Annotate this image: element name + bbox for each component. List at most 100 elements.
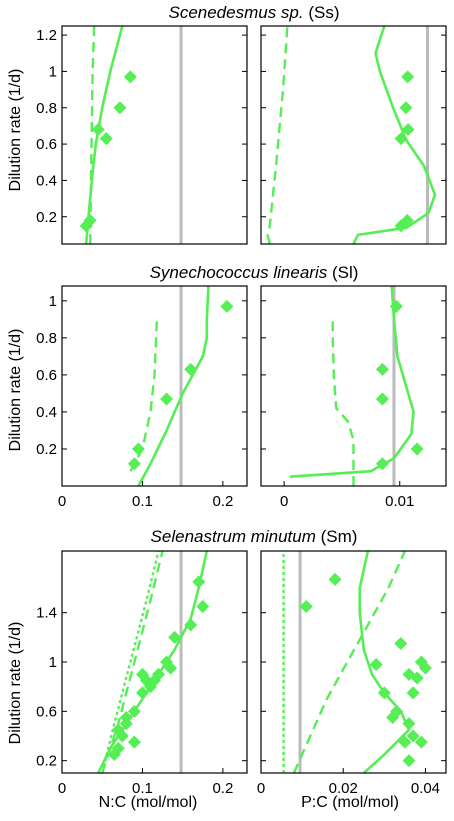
panel-2-nc-frame — [61, 285, 248, 487]
panel-1-nc-dashed-line — [89, 25, 96, 245]
panel-3-nc-dashed-line — [101, 550, 164, 774]
panel-3-nc-point-9 — [135, 686, 149, 700]
chart-title-code-1: (Ss) — [304, 3, 340, 22]
panel-3-pc-point-2 — [328, 572, 342, 586]
panel-2-nc-ytick-label-1: 0.2 — [36, 441, 57, 458]
y-axis-label-bottom: Dilution rate (1/d) — [7, 622, 24, 745]
panel-3-pc-point-17 — [418, 661, 432, 675]
panel-1-nc-ytick-label-1: 0.2 — [36, 209, 57, 226]
panel-3-pc-point-12 — [406, 729, 420, 743]
panel-1-pc-point-3 — [394, 132, 408, 146]
panel-3-nc-point-2 — [111, 741, 125, 755]
panel-3-nc-xtick-label-2: 0.1 — [132, 780, 153, 797]
panel-3-pc-solid-line — [358, 550, 411, 774]
panel-2-pc-point-4 — [389, 299, 403, 313]
y-axis-label-middle-group: Dilution rate (1/d) — [7, 329, 24, 452]
panel-3-nc-ytick-label-1: 0.2 — [36, 753, 57, 770]
panel-1-pc-frame — [260, 25, 447, 245]
panel-3-nc-xtick-label-3: 0.2 — [212, 780, 233, 797]
panel-3-pc-point-3 — [369, 657, 383, 671]
panel-3-nc-point-16 — [164, 661, 178, 675]
panel-2-nc-ytick-label-5: 1 — [49, 293, 57, 310]
panel-2-pc-xtick-label-1: 0 — [280, 493, 288, 510]
panel-3-nc: 0.2 0.6 1 1.4 0 0.1 0.2 — [36, 550, 248, 797]
x-axis-label-left: N:C (mol/mol) — [99, 794, 198, 811]
panel-3-pc-point-14 — [410, 671, 424, 685]
panel-3-nc-ytick-label-3: 1 — [49, 654, 57, 671]
panel-1-nc-ytick-label-4: 0.8 — [36, 100, 57, 117]
panel-1-pc-dashed-line — [266, 25, 289, 245]
panel-1-nc-frame — [61, 25, 248, 245]
panel-1-nc-ytick-label-5: 1 — [49, 63, 57, 80]
panel-3-pc-point-4 — [377, 686, 391, 700]
panel-2-pc-point-5 — [410, 442, 424, 456]
panel-3-pc-point-6 — [390, 704, 404, 718]
panel-1-nc-point-6 — [123, 70, 137, 84]
panel-1-pc-point-4 — [401, 123, 415, 137]
panel-2-nc-point-1 — [127, 457, 141, 471]
panel-1-pc-solid-line — [352, 25, 437, 245]
panel-2-pc-solid-line — [289, 285, 415, 478]
panel-3-pc-point-7 — [394, 637, 408, 650]
panel-2-nc-point-2 — [131, 442, 145, 456]
panel-3-pc-xtick-label-3: 0.04 — [411, 780, 440, 797]
panel-1-nc-ytick-label-2: 0.4 — [36, 172, 57, 189]
panel-2-nc-xtick-label-3: 0.2 — [212, 493, 233, 510]
panel-2-pc: 0 0.01 — [260, 285, 447, 510]
panel-3-nc-point-18 — [184, 618, 198, 632]
chart-title-2: Synechococcus linearis (Sl) — [150, 263, 359, 282]
panel-2-pc-frame — [260, 285, 447, 487]
y-axis-label-top: Dilution rate (1/d) — [7, 69, 24, 192]
chart-title-code-2: (Sl) — [327, 263, 358, 282]
panel-2-nc-point-5 — [220, 299, 234, 313]
panel-1-pc-point-2 — [400, 213, 414, 227]
panel-3-pc-dashed-line — [292, 550, 406, 774]
chart-title-code-3: (Sm) — [316, 527, 358, 546]
panel-3-nc-point-4 — [111, 723, 125, 737]
panel-2-nc: 0.2 0.4 0.6 0.8 1 0 0.1 0.2 — [36, 285, 248, 510]
y-axis-label-bottom-group: Dilution rate (1/d) — [7, 622, 24, 745]
panel-2-nc-xtick-label-2: 0.1 — [132, 493, 153, 510]
panel-2-nc-point-3 — [160, 392, 174, 406]
panel-3-nc-ytick-label-2: 0.6 — [36, 703, 57, 720]
panel-2-nc-point-4 — [184, 362, 198, 376]
panel-3-nc-point-7 — [127, 735, 141, 749]
panel-1-nc: 0.2 0.4 0.6 0.8 1 1.2 — [36, 25, 248, 245]
panel-3-pc-point-10 — [402, 754, 416, 768]
x-axis-label-right: P:C (mol/mol) — [301, 794, 399, 811]
panel-1-nc-ytick-label-3: 0.6 — [36, 136, 57, 153]
panel-3-pc-point-13 — [406, 686, 420, 700]
chart-title-species-2: Synechococcus linearis — [150, 263, 328, 282]
panel-2-nc-ytick-label-3: 0.6 — [36, 367, 57, 384]
panel-3-nc-dotted-line — [101, 550, 160, 774]
panel-3-pc-point-1 — [299, 600, 313, 613]
panel-3-pc-point-8 — [398, 735, 412, 749]
panel-2-nc-xtick-label-1: 0 — [58, 493, 66, 510]
panel-3-nc-point-17 — [168, 630, 182, 644]
y-axis-label-top-group: Dilution rate (1/d) — [7, 69, 24, 192]
panel-3-nc-point-8 — [127, 704, 141, 718]
panel-1-nc-point-4 — [99, 132, 113, 146]
panel-3-pc: 0 0.02 0.04 — [257, 550, 447, 797]
panel-3-pc-xtick-label-2: 0.02 — [329, 780, 358, 797]
panel-3-nc-point-6 — [119, 711, 133, 724]
panel-1-pc — [260, 25, 447, 245]
panel-3-nc-point-13 — [152, 667, 166, 681]
panel-1-nc-point-3 — [91, 123, 105, 137]
panel-2-pc-point-3 — [375, 362, 389, 376]
chart-title-species-3: Selenastrum minutum — [151, 527, 316, 546]
panel-1-nc-point-5 — [113, 101, 127, 115]
panel-2-pc-xtick-label-2: 0.01 — [385, 493, 414, 510]
panel-3-pc-point-16 — [414, 735, 428, 749]
chart-title-3: Selenastrum minutum (Sm) — [151, 527, 358, 546]
panel-2-nc-ytick-label-4: 0.8 — [36, 330, 57, 347]
panel-1-pc-point-5 — [399, 101, 413, 115]
chart-title-species-1: Scenedesmus sp. — [168, 3, 303, 22]
panel-3-pc-point-11 — [402, 717, 416, 731]
chart-title-1: Scenedesmus sp. (Ss) — [168, 3, 339, 22]
panel-3-nc-xtick-label-1: 0 — [58, 780, 66, 797]
panel-3-nc-point-20 — [192, 575, 206, 589]
panel-2-pc-point-1 — [375, 457, 389, 471]
panel-2-pc-dashed-line — [331, 319, 355, 486]
